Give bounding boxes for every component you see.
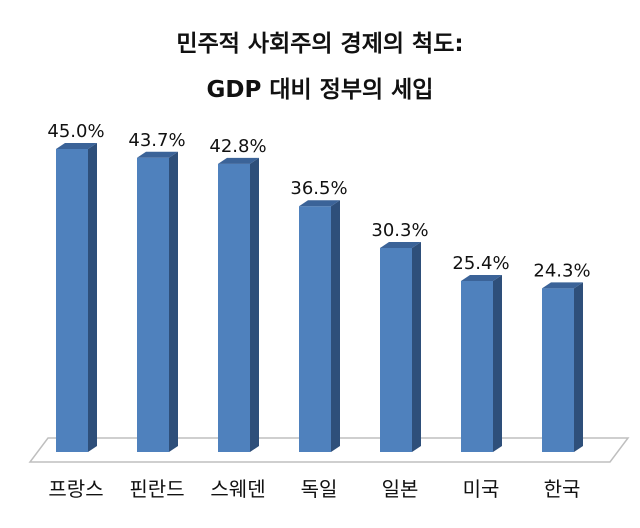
bar-value-label: 43.7% <box>128 130 185 151</box>
bar-value-label: 25.4% <box>452 253 509 274</box>
bar-side <box>88 143 97 452</box>
category-label: 일본 <box>382 477 419 501</box>
bar-value-label: 45.0% <box>47 121 104 142</box>
category-label: 독일 <box>301 477 338 501</box>
bar-front <box>542 288 574 452</box>
bar-top <box>380 241 421 248</box>
bar <box>137 151 178 452</box>
bars-group <box>56 143 583 452</box>
bar-side <box>412 241 421 452</box>
bar <box>461 274 502 452</box>
bar-value-label: 30.3% <box>371 220 428 241</box>
bar-front <box>380 247 412 452</box>
bar-value-label: 36.5% <box>290 178 347 199</box>
labels-group: 45.0% 프랑스 43.7% 핀란드 42.8% 스웨덴 36.5% 독일 30.3% 일본 25… <box>47 121 590 501</box>
bar-front <box>56 149 88 452</box>
bar-top <box>461 274 502 281</box>
bar-front <box>218 163 250 452</box>
bar-side <box>574 282 583 452</box>
category-label: 프랑스 <box>48 477 103 501</box>
category-label: 핀란드 <box>129 477 184 501</box>
bar <box>380 241 421 452</box>
bar-side <box>331 200 340 452</box>
bar <box>542 282 583 452</box>
bar-front <box>137 157 169 452</box>
bar-side <box>493 274 502 452</box>
bar-front <box>461 280 493 452</box>
bar-top <box>56 143 97 149</box>
chart-subtitle: GDP 대비 정부의 세입 <box>206 77 434 103</box>
bar-side <box>169 151 178 452</box>
bar-top <box>218 157 259 164</box>
bar-side <box>250 157 259 452</box>
bar <box>299 200 340 452</box>
bar <box>218 157 259 452</box>
chart-title: 민주적 사회주의 경제의 척도: <box>176 31 464 57</box>
bar-value-label: 24.3% <box>533 260 590 281</box>
bar-front <box>299 206 331 452</box>
bar-top <box>299 200 340 207</box>
category-label: 미국 <box>463 477 500 501</box>
bar-value-label: 42.8% <box>209 136 266 157</box>
bar-top <box>542 282 583 289</box>
category-label: 한국 <box>544 477 581 501</box>
bar-top <box>137 151 178 158</box>
bar <box>56 143 97 452</box>
category-label: 스웨덴 <box>210 477 265 501</box>
